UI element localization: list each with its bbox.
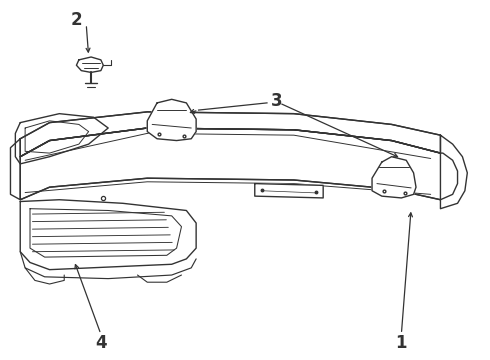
Text: 3: 3: [271, 92, 283, 110]
Text: 2: 2: [71, 12, 82, 30]
Polygon shape: [372, 157, 416, 198]
Polygon shape: [76, 57, 103, 72]
Polygon shape: [20, 112, 441, 157]
Polygon shape: [441, 135, 467, 209]
Text: 1: 1: [395, 334, 407, 352]
Polygon shape: [10, 139, 20, 200]
Polygon shape: [15, 114, 108, 164]
Polygon shape: [20, 128, 441, 200]
Polygon shape: [20, 200, 196, 270]
Text: 4: 4: [95, 334, 107, 352]
Polygon shape: [255, 184, 323, 198]
Polygon shape: [147, 99, 196, 140]
